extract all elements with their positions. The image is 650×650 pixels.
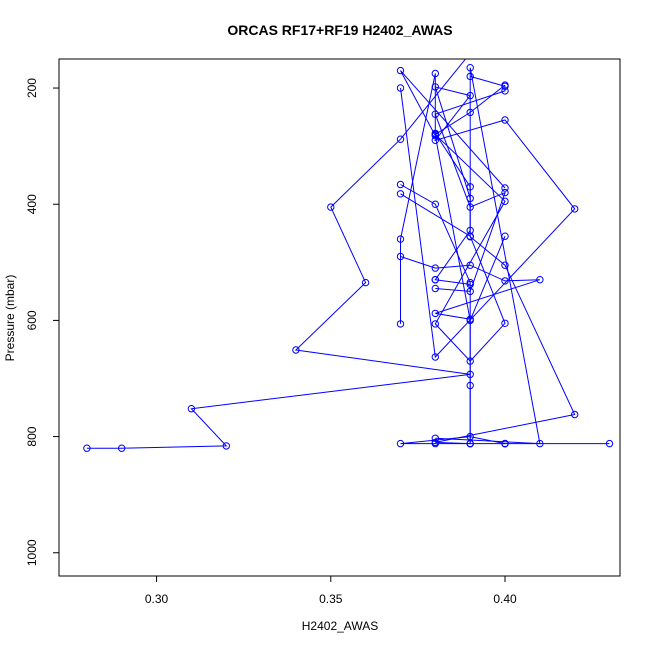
series-group bbox=[83, 38, 614, 452]
series-line bbox=[400, 86, 576, 359]
data-point bbox=[466, 232, 474, 240]
data-point bbox=[501, 87, 509, 95]
series-line bbox=[400, 70, 506, 323]
y-axis: 200 400 600 800 1000 bbox=[25, 78, 60, 566]
data-point bbox=[187, 405, 196, 413]
data-point bbox=[292, 346, 300, 354]
y-tick-label: 400 bbox=[25, 194, 39, 214]
data-point bbox=[571, 410, 579, 419]
data-point bbox=[396, 235, 405, 243]
data-point bbox=[83, 444, 91, 452]
data-point bbox=[431, 284, 439, 293]
data-point bbox=[396, 66, 405, 75]
data-point bbox=[396, 180, 405, 189]
chart-title: ORCAS RF17+RF19 H2402_AWAS bbox=[227, 22, 452, 38]
data-point bbox=[222, 442, 231, 450]
x-tick-label: 0.40 bbox=[493, 592, 517, 606]
data-point bbox=[327, 203, 335, 211]
data-point bbox=[501, 319, 509, 327]
data-point bbox=[431, 83, 439, 91]
data-point bbox=[466, 280, 474, 289]
data-point bbox=[466, 287, 474, 296]
y-tick-label: 600 bbox=[25, 310, 39, 330]
x-axis-label: H2402_AWAS bbox=[302, 619, 378, 633]
data-point bbox=[432, 38, 438, 44]
data-point bbox=[431, 200, 439, 208]
data-point bbox=[431, 353, 439, 361]
data-point bbox=[501, 232, 509, 240]
data-point bbox=[118, 444, 126, 452]
data-point bbox=[431, 132, 439, 140]
data-point bbox=[536, 276, 544, 284]
series-line bbox=[400, 84, 506, 362]
series-line bbox=[86, 59, 471, 449]
series-line bbox=[400, 256, 610, 445]
y-axis-label: Pressure (mbar) bbox=[3, 275, 17, 362]
data-point bbox=[501, 188, 509, 197]
y-tick-label: 1000 bbox=[25, 539, 39, 566]
data-point bbox=[501, 184, 509, 192]
data-point bbox=[536, 439, 544, 448]
data-point bbox=[431, 320, 439, 328]
data-point bbox=[501, 261, 509, 269]
data-point bbox=[396, 439, 405, 448]
data-point bbox=[466, 194, 474, 203]
series-line bbox=[434, 67, 541, 445]
data-point bbox=[396, 190, 405, 198]
data-point bbox=[396, 84, 405, 92]
data-point bbox=[396, 320, 405, 328]
data-point bbox=[605, 439, 614, 448]
data-point bbox=[467, 50, 473, 56]
y-tick-label: 200 bbox=[25, 78, 39, 98]
data-point bbox=[431, 276, 439, 284]
data-point bbox=[361, 278, 370, 287]
data-point bbox=[431, 264, 439, 272]
data-point bbox=[502, 44, 508, 50]
data-point bbox=[396, 135, 405, 143]
data-point bbox=[501, 116, 509, 124]
data-point bbox=[501, 277, 509, 285]
data-point bbox=[466, 381, 474, 390]
data-point bbox=[431, 434, 439, 442]
data-point bbox=[501, 439, 509, 448]
x-tick-label: 0.35 bbox=[319, 592, 343, 606]
data-point bbox=[501, 82, 509, 91]
y-tick-label: 800 bbox=[25, 426, 39, 446]
data-point bbox=[431, 69, 439, 78]
x-tick-label: 0.30 bbox=[145, 592, 169, 606]
plot-frame bbox=[58, 58, 621, 577]
series-line bbox=[400, 184, 506, 445]
data-point bbox=[396, 252, 405, 261]
x-axis: 0.30 0.35 0.40 bbox=[145, 575, 517, 606]
data-point bbox=[431, 110, 439, 118]
data-point bbox=[431, 309, 439, 318]
data-point bbox=[466, 316, 474, 325]
series-line bbox=[434, 75, 506, 292]
data-point bbox=[571, 205, 579, 213]
data-point bbox=[466, 91, 474, 100]
data-point bbox=[466, 226, 474, 235]
series-line bbox=[400, 73, 576, 445]
data-point bbox=[466, 64, 474, 72]
data-point bbox=[431, 439, 439, 448]
